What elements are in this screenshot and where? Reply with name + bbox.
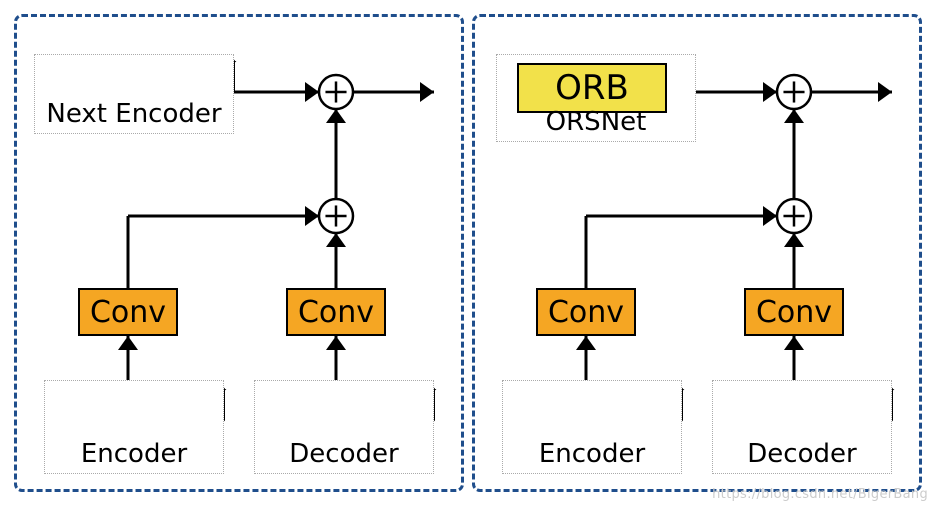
conv-label: Conv (548, 295, 624, 330)
orb-label: ORB (555, 68, 629, 108)
encoder-label: Encoder (81, 439, 187, 469)
encoder-container: Encoder (44, 380, 224, 474)
encoder-label: Encoder (539, 439, 645, 469)
orb-container: ORB ORSNet (496, 54, 696, 142)
decoder-container: Decoder (712, 380, 892, 474)
conv-label: Conv (90, 295, 166, 330)
orb-block: ORB (517, 63, 667, 113)
orsnet-label: ORSNet (546, 107, 647, 137)
conv-label: Conv (756, 295, 832, 330)
decoder-label: Decoder (747, 439, 856, 469)
encoder-container: Encoder (502, 380, 682, 474)
watermark: https://blog.csdn.net/BigerBang (712, 487, 928, 502)
conv-block: Conv (744, 288, 844, 336)
conv-block: Conv (78, 288, 178, 336)
conv-block: Conv (536, 288, 636, 336)
conv-block: Conv (286, 288, 386, 336)
next-encoder-label: Next Encoder (46, 99, 221, 129)
conv-label: Conv (298, 295, 374, 330)
decoder-label: Decoder (289, 439, 398, 469)
decoder-container: Decoder (254, 380, 434, 474)
next-encoder-container: Next Encoder (34, 54, 234, 134)
